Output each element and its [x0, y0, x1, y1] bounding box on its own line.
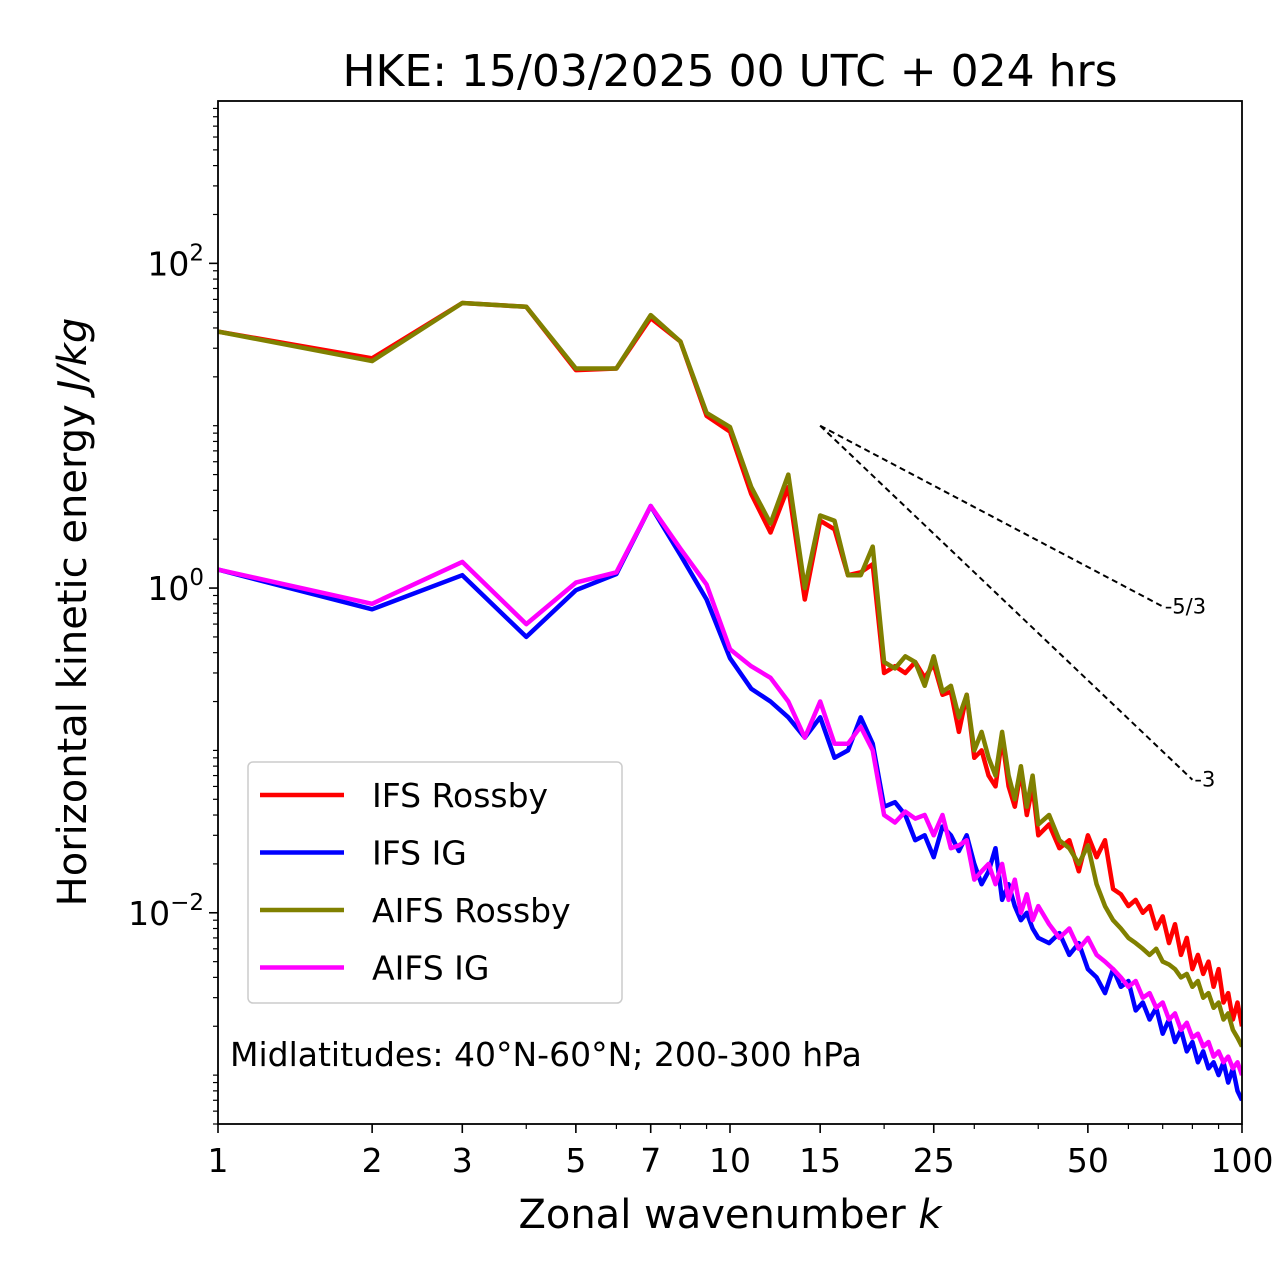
y-axis-label: Horizontal kinetic energy J/kg: [50, 318, 96, 907]
legend-box: [247, 761, 623, 1004]
legend-label: IFS Rossby: [372, 776, 548, 815]
reference-line: [819, 424, 1164, 608]
chart-title: HKE: 15/03/2025 00 UTC + 024 hrs: [342, 46, 1117, 97]
series-lines: [218, 300, 1242, 1102]
x-tick-label: 5: [565, 1141, 586, 1180]
legend-label: IFS IG: [372, 834, 467, 873]
x-tick-label: 50: [1067, 1141, 1109, 1180]
x-axis-label-main: Zonal wavenumber: [518, 1192, 918, 1238]
x-tick-label: 3: [452, 1141, 473, 1180]
series-line: [218, 503, 1242, 1076]
region-annotation: Midlatitudes: 40°N-60°N; 200-300 hPa: [230, 1035, 862, 1074]
series-line: [218, 300, 1242, 1027]
x-tick-label: 100: [1211, 1141, 1274, 1180]
x-tick-label: 10: [709, 1141, 751, 1180]
y-tick-label: 102: [147, 240, 204, 283]
x-axis: 1 2 3 5 7 10 15 25 50 100: [208, 1124, 1274, 1180]
x-axis-label-var: k: [918, 1192, 943, 1238]
x-tick-label: 2: [362, 1141, 383, 1180]
x-tick-label: 7: [640, 1141, 661, 1180]
x-axis-label: Zonal wavenumber k: [518, 1192, 943, 1238]
y-tick-label: 10−2: [128, 890, 204, 933]
reference-line: [819, 424, 1194, 781]
y-axis-label-units: J/kg: [50, 318, 96, 399]
series-line: [218, 300, 1242, 1048]
y-axis-label-main: Horizontal kinetic energy: [50, 392, 96, 907]
x-tick-label: 15: [799, 1141, 841, 1180]
x-tick-label: 25: [913, 1141, 955, 1180]
y-tick-label: 100: [147, 565, 204, 608]
x-tick-label: 1: [208, 1141, 229, 1180]
reference-line-label: -3: [1194, 768, 1215, 792]
legend: IFS Rossby IFS IG AIFS Rossby AIFS IG: [247, 761, 623, 1004]
reference-line-label: -5/3: [1165, 594, 1206, 618]
legend-label: AIFS Rossby: [372, 891, 571, 930]
reference-lines: -5/3 -3: [819, 424, 1215, 792]
legend-label: AIFS IG: [372, 949, 489, 988]
y-axis: 102 100 10−2: [128, 107, 218, 1125]
